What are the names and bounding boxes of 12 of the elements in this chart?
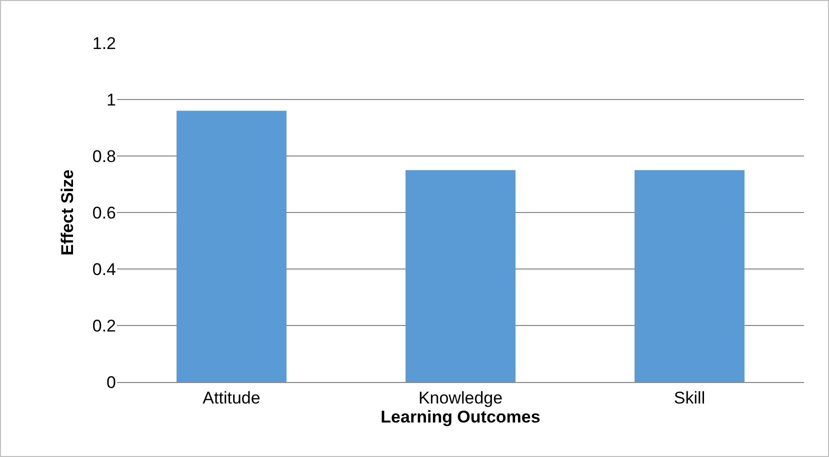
x-tick-label: Skill <box>674 388 706 408</box>
y-tick-label: 0.6 <box>92 203 116 222</box>
x-axis-title: Learning Outcomes <box>380 407 540 426</box>
y-tick-label: 1 <box>106 90 116 110</box>
x-tick-label: Knowledge <box>418 388 503 408</box>
y-tick-label: 0.4 <box>92 260 116 279</box>
y-tick-label: 1.2 <box>92 34 116 53</box>
x-tick-label: Attitude <box>202 388 260 408</box>
y-tick-label: 0.2 <box>92 316 116 336</box>
y-tick-label: 0.8 <box>92 146 116 166</box>
y-axis-title: Effect Size <box>58 170 77 256</box>
y-tick-label: 0 <box>106 372 116 392</box>
